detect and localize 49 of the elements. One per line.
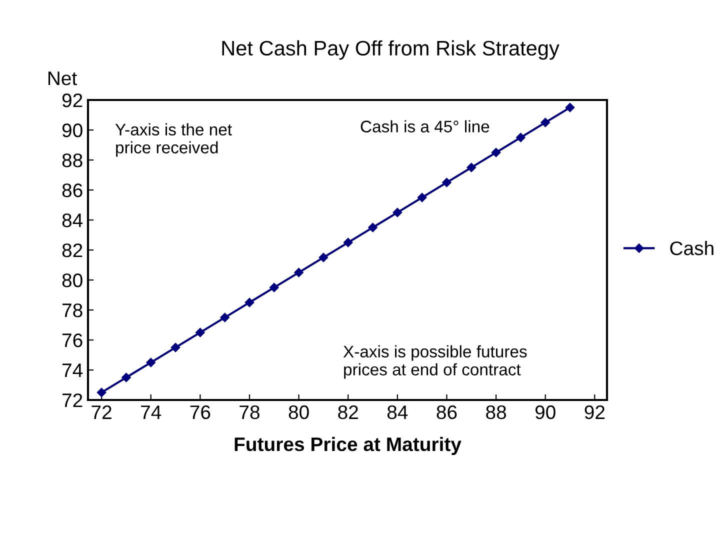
y-tick-label: 90: [62, 123, 82, 138]
x-tick-label: 76: [190, 405, 210, 420]
point: [146, 358, 156, 368]
y-tick-label: 78: [62, 303, 82, 318]
point: [540, 118, 550, 128]
x-tick-label: 92: [584, 405, 605, 420]
annotation: X-axis is possible futures prices at end of contract: [343, 345, 527, 379]
x-tick-label: 82: [338, 405, 358, 420]
y-tick-label: 76: [62, 333, 82, 348]
x-tick-label: 78: [240, 405, 260, 420]
point: [220, 312, 230, 322]
y-tick-label: 82: [62, 243, 82, 258]
annotation: Y-axis is the net price received: [115, 123, 232, 157]
y-tick-label: 74: [62, 364, 83, 378]
point: [417, 192, 427, 202]
point: [270, 282, 279, 292]
y-tick-label: 86: [62, 183, 82, 198]
y-axis-title: Net: [48, 72, 77, 86]
y-tick-label: 88: [62, 153, 82, 168]
point: [343, 238, 353, 248]
x-tick-label: 74: [141, 406, 162, 419]
point: [466, 162, 476, 172]
y-tick-label: 80: [62, 273, 82, 288]
point: [318, 252, 328, 262]
x-axis-title: Futures Price at Maturity: [234, 436, 462, 455]
point: [491, 148, 501, 158]
point: [96, 388, 106, 398]
point: [170, 342, 180, 352]
point: [196, 328, 205, 338]
x-tick-label: 72: [92, 405, 112, 419]
legend-label: Cash: [670, 240, 714, 256]
point: [565, 102, 575, 112]
point: [516, 132, 526, 142]
x-tick-label: 90: [535, 405, 556, 420]
point: [368, 222, 378, 232]
y-tick-label: 72: [62, 393, 82, 408]
point: [122, 372, 131, 382]
point: [392, 208, 402, 218]
y-tick-label: 84: [62, 213, 83, 228]
x-tick-label: 86: [436, 405, 457, 420]
chart-title: Net Cash Pay Off from Risk Strategy: [222, 40, 560, 60]
x-tick-label: 80: [288, 405, 309, 420]
point: [442, 178, 452, 188]
x-tick-label: 88: [486, 405, 506, 420]
annotation: Cash is a 45° line: [360, 120, 490, 132]
point: [244, 298, 254, 308]
point: [294, 268, 304, 278]
y-tick-label: 92: [62, 93, 82, 108]
x-tick-label: 84: [387, 405, 408, 420]
